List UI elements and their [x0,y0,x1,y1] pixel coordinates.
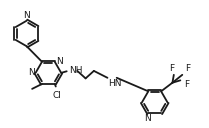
Text: NH: NH [69,66,83,75]
Text: N: N [56,57,62,66]
Text: F: F [185,64,190,73]
Text: N: N [23,11,30,20]
Text: F: F [169,64,174,73]
Text: Cl: Cl [52,91,61,100]
Text: N: N [28,68,35,77]
Text: F: F [184,80,189,89]
Text: N: N [145,114,151,123]
Text: HN: HN [108,79,122,88]
